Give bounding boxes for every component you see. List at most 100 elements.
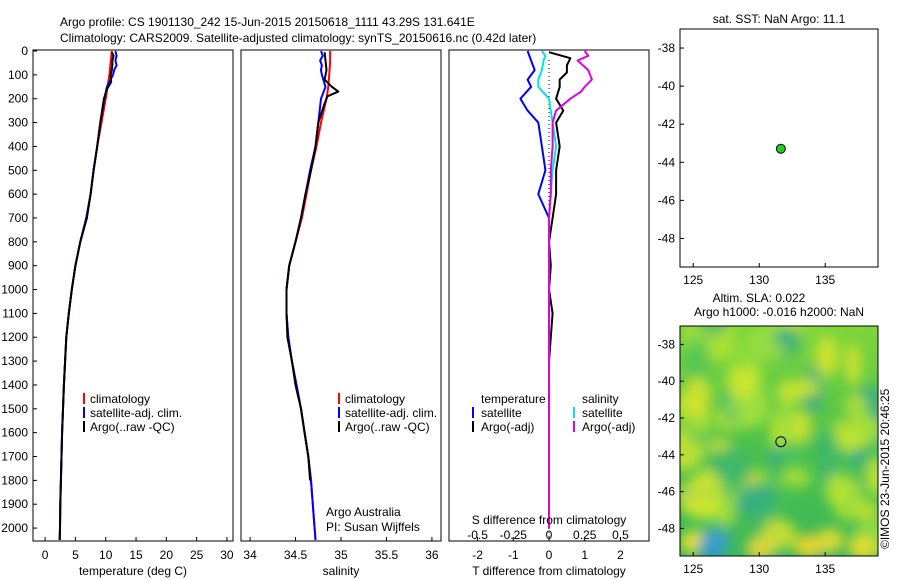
top-x-tick-label: -0.25 [500, 528, 528, 542]
y-tick-label: 200 [8, 92, 28, 106]
x-tick-label: 34.5 [284, 548, 308, 562]
legend-item: satellite [481, 406, 522, 420]
legend-item: Argo(..raw -QC) [345, 420, 430, 434]
legend-item: satellite-adj. clim. [90, 406, 182, 420]
series-line [285, 52, 340, 481]
y-tick-label: -46 [658, 193, 676, 207]
series-line [519, 50, 550, 529]
y-tick-label: -46 [658, 485, 676, 499]
y-tick-label: 1300 [1, 354, 28, 368]
heatmap-cell [738, 482, 777, 515]
temperature-series [58, 50, 118, 541]
heatmap-cell [683, 377, 712, 415]
y-tick-label: -40 [658, 79, 676, 93]
y-tick-label: -48 [658, 231, 676, 245]
y-tick-label: 2000 [1, 521, 28, 535]
difference-top-x-axis: -0.5 -0.25 0 0.25 0.5 [467, 528, 629, 542]
salinity-series [285, 50, 340, 541]
heatmap-cell [747, 503, 769, 531]
argo-location-marker [775, 143, 786, 154]
y-tick-label: 1000 [1, 283, 28, 297]
y-tick-label: -42 [658, 117, 676, 131]
x-tick-label: 135 [815, 562, 835, 576]
heatmap-cell [725, 364, 757, 399]
difference-x-axis: -2 -1 0 1 2 [472, 537, 624, 562]
y-tick-label: -48 [658, 521, 676, 535]
argo-location-marker [775, 436, 787, 448]
series-line [285, 50, 327, 541]
x-tick-label: 130 [749, 273, 769, 287]
heatmap-cell [683, 335, 711, 382]
heatmap-cell [836, 428, 864, 452]
heatmap-cell [811, 429, 843, 466]
y-tick-label: 900 [8, 259, 28, 273]
x-tick-label: 5 [72, 548, 79, 562]
sla-map-title-2: Argo h1000: -0.016 h2000: NaN [694, 305, 864, 319]
sst-map-title: sat. SST: NaN Argo: 11.1 [713, 12, 846, 26]
x-tick-label: -2 [472, 548, 483, 562]
heatmap-cell [865, 458, 878, 497]
heatmap-cell [746, 536, 774, 556]
series-line [548, 50, 593, 529]
temperature-x-axis: 0 5 10 15 20 25 30 [42, 537, 234, 562]
sst-map-points [775, 143, 786, 154]
y-tick-label: -44 [658, 155, 676, 169]
sst-map-frame [679, 28, 879, 268]
x-tick-label: 125 [683, 562, 703, 576]
header-line-2: Climatology: CARS2009. Satellite-adjuste… [60, 31, 536, 45]
salinity-xlabel: salinity [323, 564, 360, 578]
y-tick-label: -38 [658, 337, 676, 351]
y-tick-label: 100 [8, 68, 28, 82]
x-tick-label: 135 [815, 273, 835, 287]
y-tick-label: 1700 [1, 450, 28, 464]
series-line [58, 50, 118, 541]
legend-item: satellite [582, 406, 623, 420]
y-tick-label: 1600 [1, 426, 28, 440]
imos-timestamp: ©IMOS 23-Jun-2015 20:46:25 [878, 388, 892, 549]
sla-map-heatmap [680, 326, 878, 556]
heatmap-cell [816, 528, 844, 552]
y-tick-label: 1800 [1, 473, 28, 487]
legend-item: Argo(-adj) [481, 420, 534, 434]
temperature-legend: climatology satellite-adj. clim. Argo(..… [83, 392, 182, 434]
sst-map-axes: 125 130 135 -38 -40 -42 -44 -46 -48 [658, 41, 836, 287]
salinity-x-axis: 34 34.5 35 35.5 36 [243, 537, 439, 562]
y-tick-label: -40 [658, 374, 676, 388]
y-tick-label: 600 [8, 187, 28, 201]
heatmap-cell [687, 427, 716, 445]
y-tick-label: -44 [658, 448, 676, 462]
heatmap-cell [794, 534, 822, 556]
legend-item: Argo(..raw -QC) [90, 420, 175, 434]
heatmap-cell [831, 476, 864, 522]
depth-axis: 0 100 200 300 400 500 600 700 800 900 1000 1100 1200… [1, 44, 37, 535]
y-tick-label: 1500 [1, 402, 28, 416]
difference-xlabel: T difference from climatology [472, 564, 626, 578]
x-tick-label: 35 [334, 548, 348, 562]
y-tick-label: 1400 [1, 378, 28, 392]
legend-item: Argo(-adj) [582, 420, 635, 434]
legend-item: climatology [90, 392, 150, 406]
x-tick-label: 20 [160, 548, 174, 562]
heatmap-cell [815, 336, 839, 377]
y-tick-label: 1900 [1, 497, 28, 511]
x-tick-label: 0 [42, 548, 49, 562]
x-tick-label: 15 [129, 548, 143, 562]
x-tick-label: 2 [617, 548, 624, 562]
heatmap-cell [772, 327, 802, 349]
y-tick-label: -38 [658, 41, 676, 55]
y-tick-label: 400 [8, 139, 28, 153]
x-tick-label: 130 [749, 562, 769, 576]
x-tick-label: 10 [99, 548, 113, 562]
credit-line-1: Argo Australia [326, 505, 401, 519]
y-tick-label: 1200 [1, 330, 28, 344]
x-tick-label: 30 [220, 548, 234, 562]
heatmap-cell [780, 442, 800, 471]
credit-line-2: PI: Susan Wijffels [326, 520, 420, 534]
y-tick-label: 700 [8, 211, 28, 225]
legend-item: satellite-adj. clim. [345, 406, 437, 420]
y-tick-label: 800 [8, 235, 28, 249]
heatmap-cell [776, 380, 804, 404]
top-x-tick-label: 0.5 [612, 528, 629, 542]
sla-map-points [775, 436, 787, 448]
